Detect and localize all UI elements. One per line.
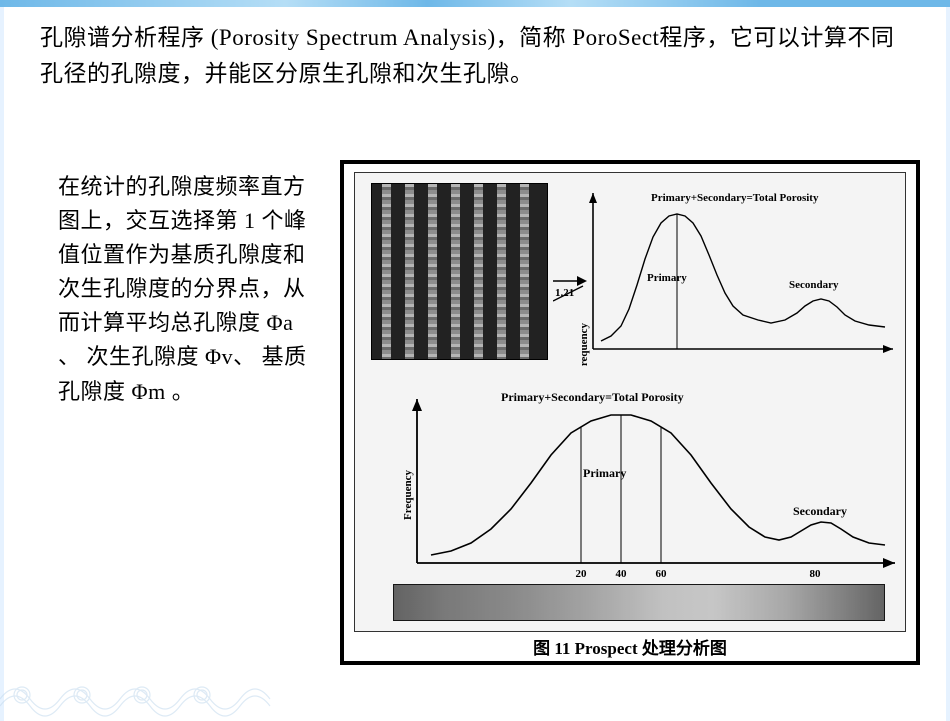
primary-label: Primary <box>647 272 687 284</box>
wave-decoration-icon <box>0 651 280 721</box>
body-paragraph: 在统计的孔隙度频率直方图上，交互选择第 1 个峰值位置作为基质孔隙度和次生孔隙度… <box>58 170 313 409</box>
secondary-label: Secondary <box>793 504 847 518</box>
svg-text:20: 20 <box>576 568 588 580</box>
core-micrograph <box>371 183 548 360</box>
y-axis-label: Frequency <box>578 323 590 366</box>
figure-caption: 图 11 Prospect 处理分析图 <box>344 634 916 659</box>
svg-text:40: 40 <box>616 568 628 580</box>
decorative-topbar <box>0 0 950 7</box>
arrow-label: 1.21 <box>555 287 574 299</box>
primary-label: Primary <box>583 466 626 480</box>
chart-title: Primary+Secondary=Total Porosity <box>651 192 819 204</box>
page-title: 孔隙谱分析程序 (Porosity Spectrum Analysis)，简称 … <box>40 20 910 91</box>
porosity-spectrum-chart-small: 1.21 Primary+Secondary=Total Porosity Fr… <box>553 181 903 366</box>
figure-inner: 1.21 Primary+Secondary=Total Porosity Fr… <box>354 172 906 632</box>
y-axis-label: Frequency <box>402 470 414 520</box>
figure-container: 1.21 Primary+Secondary=Total Porosity Fr… <box>340 160 920 665</box>
secondary-label: Secondary <box>789 279 839 291</box>
svg-text:80: 80 <box>810 568 822 580</box>
porosity-spectrum-chart-large: 20 40 60 80 Primary+Secondary=Total Porosit… <box>381 385 903 585</box>
grayscale-strip <box>393 584 885 621</box>
svg-text:60: 60 <box>656 568 668 580</box>
chart-title: Primary+Secondary=Total Porosity <box>501 390 684 404</box>
